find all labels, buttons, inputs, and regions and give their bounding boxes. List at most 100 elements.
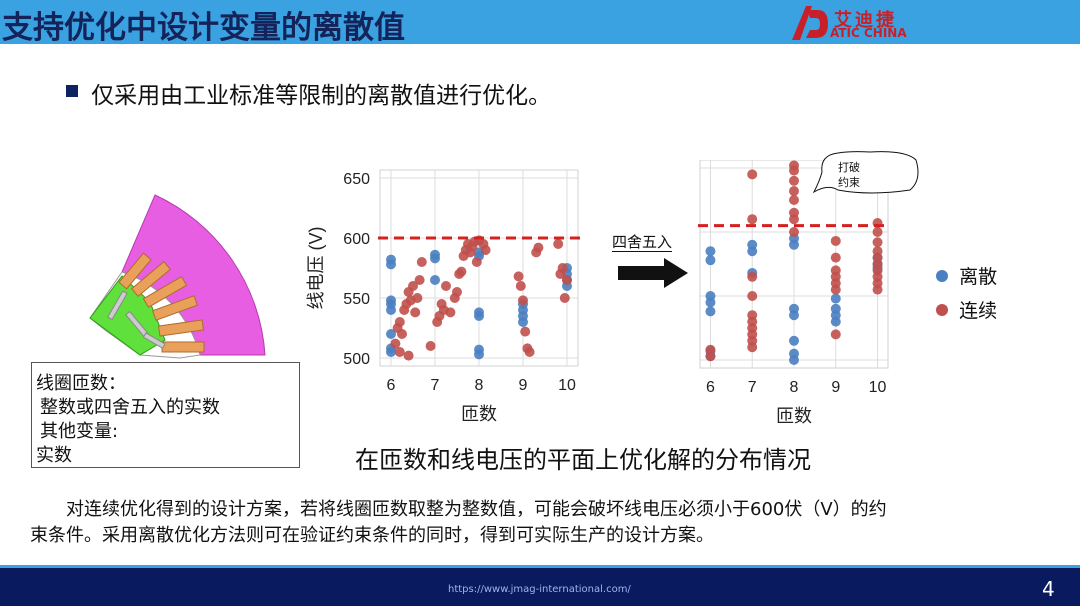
data-point (705, 344, 716, 355)
data-point (445, 307, 456, 318)
data-point (830, 252, 841, 263)
data-point (390, 338, 401, 349)
x-tick-label: 8 (475, 377, 484, 394)
data-point (386, 329, 396, 339)
x-tick-label: 9 (519, 377, 528, 394)
logo-mark-icon (792, 6, 828, 40)
x-tick-label: 9 (831, 379, 840, 396)
chart-discrete-optimization: 6 7 8 9 10 匝数 (660, 159, 920, 434)
page-number: 4 (1042, 577, 1055, 601)
data-point (789, 195, 799, 205)
data-point (789, 348, 799, 359)
data-point (830, 265, 841, 276)
motor-cross-section-illustration (89, 194, 266, 359)
data-point (705, 306, 716, 317)
x-axis-label: 匝数 (776, 406, 812, 426)
data-point (397, 329, 407, 339)
y-tick-label: 600 (343, 231, 370, 248)
data-point (520, 326, 531, 337)
data-point (872, 227, 883, 237)
data-point (441, 281, 451, 291)
data-point (394, 317, 405, 327)
data-point (705, 291, 716, 301)
data-point (830, 329, 841, 340)
bullet-square-icon (66, 85, 78, 97)
info-line-other-variables: 其他变量: (40, 421, 119, 442)
data-point (747, 310, 758, 321)
data-point (524, 347, 535, 357)
arrow-label-rounding: 四舍五入 (612, 233, 673, 252)
data-point (747, 291, 758, 301)
x-tick-label: 7 (431, 377, 440, 394)
variable-info-box: 线圈匝数： 整数或四舍五入的实数 其他变量: 实数 (31, 362, 300, 468)
data-point (452, 287, 462, 297)
data-point (562, 275, 572, 285)
x-tick-label: 6 (706, 379, 715, 396)
data-point (872, 237, 883, 248)
logo-chinese-text: 艾迪捷 (834, 10, 897, 31)
bullet-text: 仅采用由工业标准等限制的离散值进行优化。 (91, 83, 552, 109)
chart-continuous-optimization: 500 550 600 650 6 7 8 9 10 匝数 线电压 (V) (300, 160, 600, 434)
data-point (830, 293, 841, 304)
data-point (414, 275, 425, 285)
data-point (789, 207, 799, 218)
data-point (425, 341, 436, 351)
chart-legend: 离散 连续 (936, 262, 997, 330)
y-tick-label: 550 (343, 291, 370, 308)
x-tick-label: 10 (558, 377, 576, 394)
legend-item-discrete: 离散 (936, 262, 997, 296)
data-point (518, 295, 528, 306)
company-logo: 艾迪捷 ATIC CHINA (790, 4, 910, 42)
data-point (430, 275, 440, 285)
data-point (412, 293, 423, 303)
data-point (747, 239, 758, 250)
legend-item-continuous: 连续 (936, 296, 997, 330)
header-bar (0, 0, 1080, 44)
callout-break-constraint: 打破 约束 (838, 160, 860, 190)
speech-bubble-icon (812, 151, 919, 194)
data-point (872, 246, 883, 257)
legend-dot-discrete (936, 269, 948, 282)
info-line-coil-turns: 线圈匝数： (36, 373, 126, 394)
data-point (789, 160, 799, 171)
bullet-point: 仅采用由工业标准等限制的离散值进行优化。 (66, 76, 551, 110)
x-tick-label: 10 (869, 379, 887, 396)
data-point (416, 257, 427, 267)
callout-line-1: 打破 (838, 161, 860, 174)
y-tick-label: 650 (343, 171, 370, 188)
data-point (515, 281, 526, 291)
data-point (830, 303, 841, 314)
data-point (533, 242, 544, 253)
legend-label-continuous: 连续 (959, 300, 998, 322)
chart-left-svg: 500 550 600 650 6 7 8 9 10 匝数 线电压 (V) (306, 169, 580, 424)
x-tick-label: 7 (748, 379, 757, 396)
data-point (471, 257, 482, 267)
data-point (789, 303, 799, 314)
data-point (747, 271, 758, 282)
data-point (705, 246, 716, 257)
data-point (830, 235, 841, 246)
footer-accent-bar (0, 565, 1080, 568)
data-point (386, 254, 396, 265)
data-point (513, 271, 524, 282)
chart-right-svg: 6 7 8 9 10 匝数 (698, 159, 890, 426)
paragraph-line-2: 束条件。采用离散优化方法则可在验证约束条件的同时，得到可实际生产的设计方案。 (30, 525, 714, 546)
data-point (456, 266, 467, 277)
y-tick-label: 500 (343, 351, 370, 368)
callout-line-2: 约束 (838, 176, 860, 189)
page-title: 支持优化中设计变量的离散值 (2, 10, 405, 46)
data-point (430, 249, 440, 260)
x-axis-label: 匝数 (461, 404, 497, 424)
data-point (747, 214, 758, 225)
data-point (394, 347, 405, 357)
footer-url-link[interactable]: https://www.jmag-international.com/ (448, 584, 631, 595)
data-point (559, 293, 570, 303)
data-point (410, 307, 421, 318)
info-line-real-number: 实数 (36, 445, 72, 466)
data-point (386, 295, 396, 306)
paragraph-line-1: 对连续优化得到的设计方案，若将线圈匝数取整为整数值，可能会破坏线电压必须小于60… (66, 499, 887, 520)
data-point (789, 335, 799, 346)
data-point (474, 344, 484, 355)
x-tick-label: 6 (387, 377, 396, 394)
data-point (408, 281, 418, 291)
